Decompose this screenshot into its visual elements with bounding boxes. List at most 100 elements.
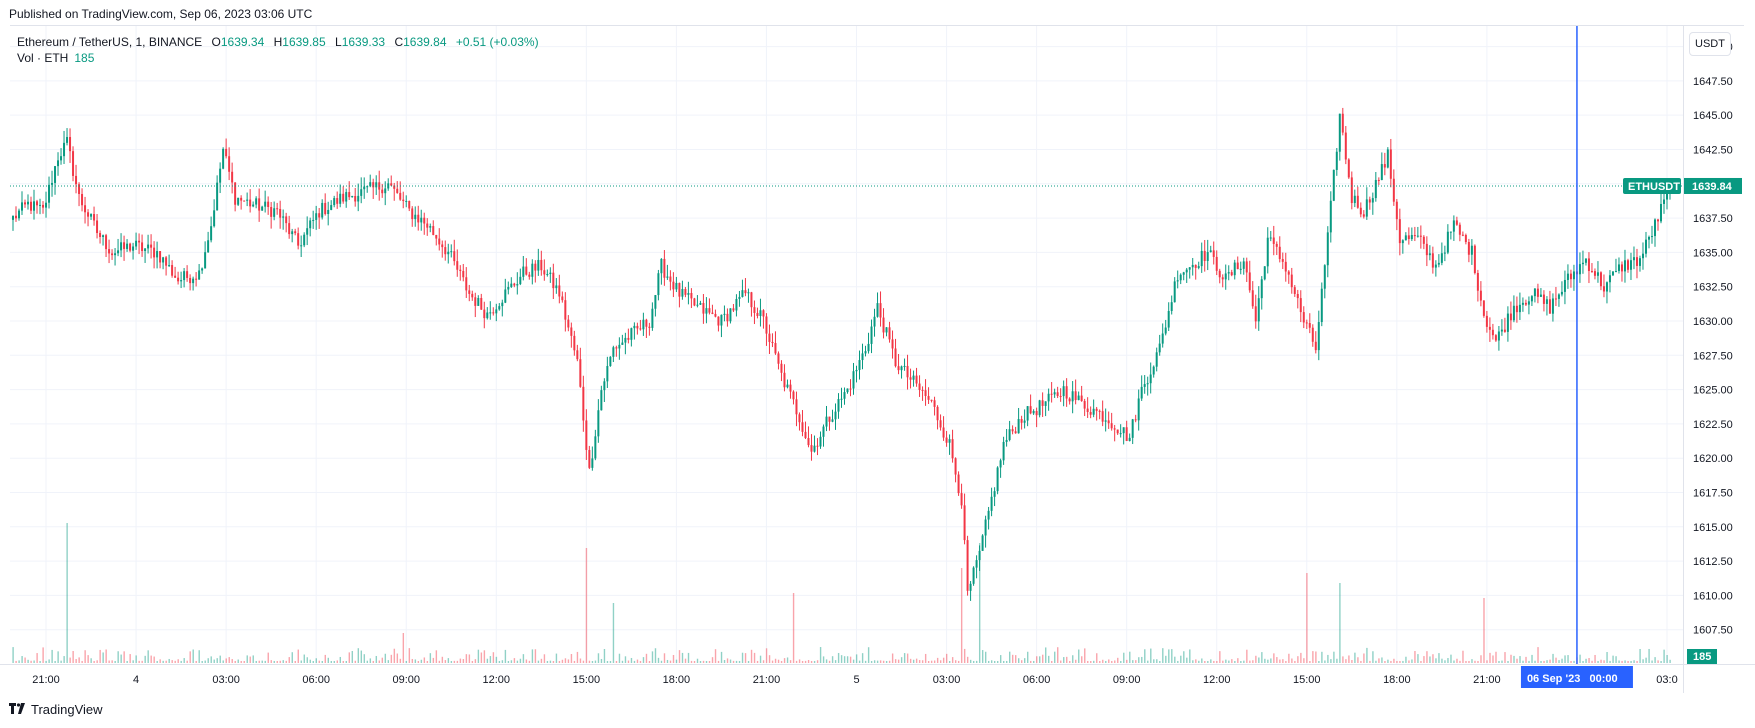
volume-bar [882,660,885,663]
candle-body [1422,236,1425,244]
candle-body [336,198,339,204]
candle-body [255,198,258,205]
volume-bar [1645,657,1647,663]
candle-body [1515,305,1518,313]
volume-bar [300,660,302,663]
symbol-legend[interactable]: Ethereum / TetherUS, 1, BINANCE O1639.34… [17,34,539,50]
candle-body [945,437,948,443]
currency-unit-button[interactable]: USDT [1689,32,1731,56]
volume-bar [1018,658,1020,663]
candle-body [1551,298,1554,314]
candle-body [1461,234,1464,236]
volume-bar [1453,660,1455,663]
candle-body [999,460,1002,468]
volume-bar [579,658,582,663]
candle-body [888,327,891,340]
candle-body [660,258,663,274]
candle-body [405,200,408,202]
candle-body [192,278,195,284]
volume-bar [327,657,329,663]
candle-body [936,406,939,421]
candle-body [693,298,696,306]
volume-bar [156,661,158,663]
volume-bar [1102,659,1104,663]
volume-bar [285,660,287,663]
volume-bar [1546,660,1548,663]
y-tick-label: 1612.50 [1693,556,1733,568]
candle-body [276,208,279,210]
volume-bar [354,660,357,663]
volume-bar [90,658,92,663]
candle-body [855,369,858,372]
volume-bar [801,660,804,663]
volume-bar [216,658,218,663]
volume-bar [267,652,269,663]
candle-body [1197,266,1200,268]
volume-bar [324,654,326,663]
candle-body [780,363,783,373]
candle-body [132,246,135,251]
volume-bar [1315,651,1317,663]
x-tick-label: 18:00 [663,674,691,686]
candle-body [1125,427,1128,442]
volume-bar [1237,658,1239,663]
candle-body [573,335,576,351]
volume-bar [1561,658,1563,663]
volume-bar [171,660,173,663]
volume-bar [336,660,338,663]
volume-bar [111,660,113,663]
candle-body [87,212,90,217]
volume-bar [1558,660,1560,663]
candle-body [351,195,354,198]
volume-bar [816,660,819,663]
volume-bar [1582,660,1584,663]
candle-body [1173,281,1176,303]
candle-body [774,343,777,354]
candle-body [1614,270,1617,272]
volume-bar [921,660,924,663]
candle-body [996,467,999,492]
volume-bar [1387,659,1389,663]
candle-body [159,251,162,263]
candle-body [1476,272,1479,291]
volume-bar [495,656,498,663]
candle-body [474,297,477,306]
volume-bar [1336,658,1338,663]
candle-body [1581,262,1584,265]
volume-bar [477,649,480,663]
candle-body [240,197,243,201]
volume-bar [1426,651,1428,663]
candle-body [1599,272,1602,287]
volume-bar [465,654,468,663]
volume-bar [555,653,558,663]
volume-bar [60,660,62,663]
candle-body [102,235,105,237]
candle-body [825,416,828,427]
candle-body [510,283,513,287]
volume-bar [225,658,227,663]
volume-bar [12,647,14,663]
volume-bar [519,658,522,663]
candle-body [516,284,519,286]
volume-bar [1357,657,1359,663]
volume-bar [1285,660,1287,663]
candle-body [957,474,960,494]
x-tick-label: 12:00 [1203,674,1231,686]
volume-bar [1345,659,1347,663]
candle-body [1356,195,1359,208]
candle-body [1464,235,1467,243]
legend-symbol: Ethereum / TetherUS, 1, BINANCE [17,35,203,49]
tradingview-logo[interactable]: TradingView [9,702,103,717]
volume-bar [561,659,564,663]
volume-bar [642,657,645,663]
volume-bar [252,655,254,663]
y-tick-label: 1645.00 [1693,110,1733,122]
candle-body [1539,294,1542,297]
volume-legend[interactable]: Vol · ETH 185 [17,51,94,65]
candle-body [1236,262,1239,270]
volume-bar [705,660,708,663]
candle-body [246,199,249,201]
volume-bar [1084,648,1086,663]
volume-bar [1459,660,1461,663]
